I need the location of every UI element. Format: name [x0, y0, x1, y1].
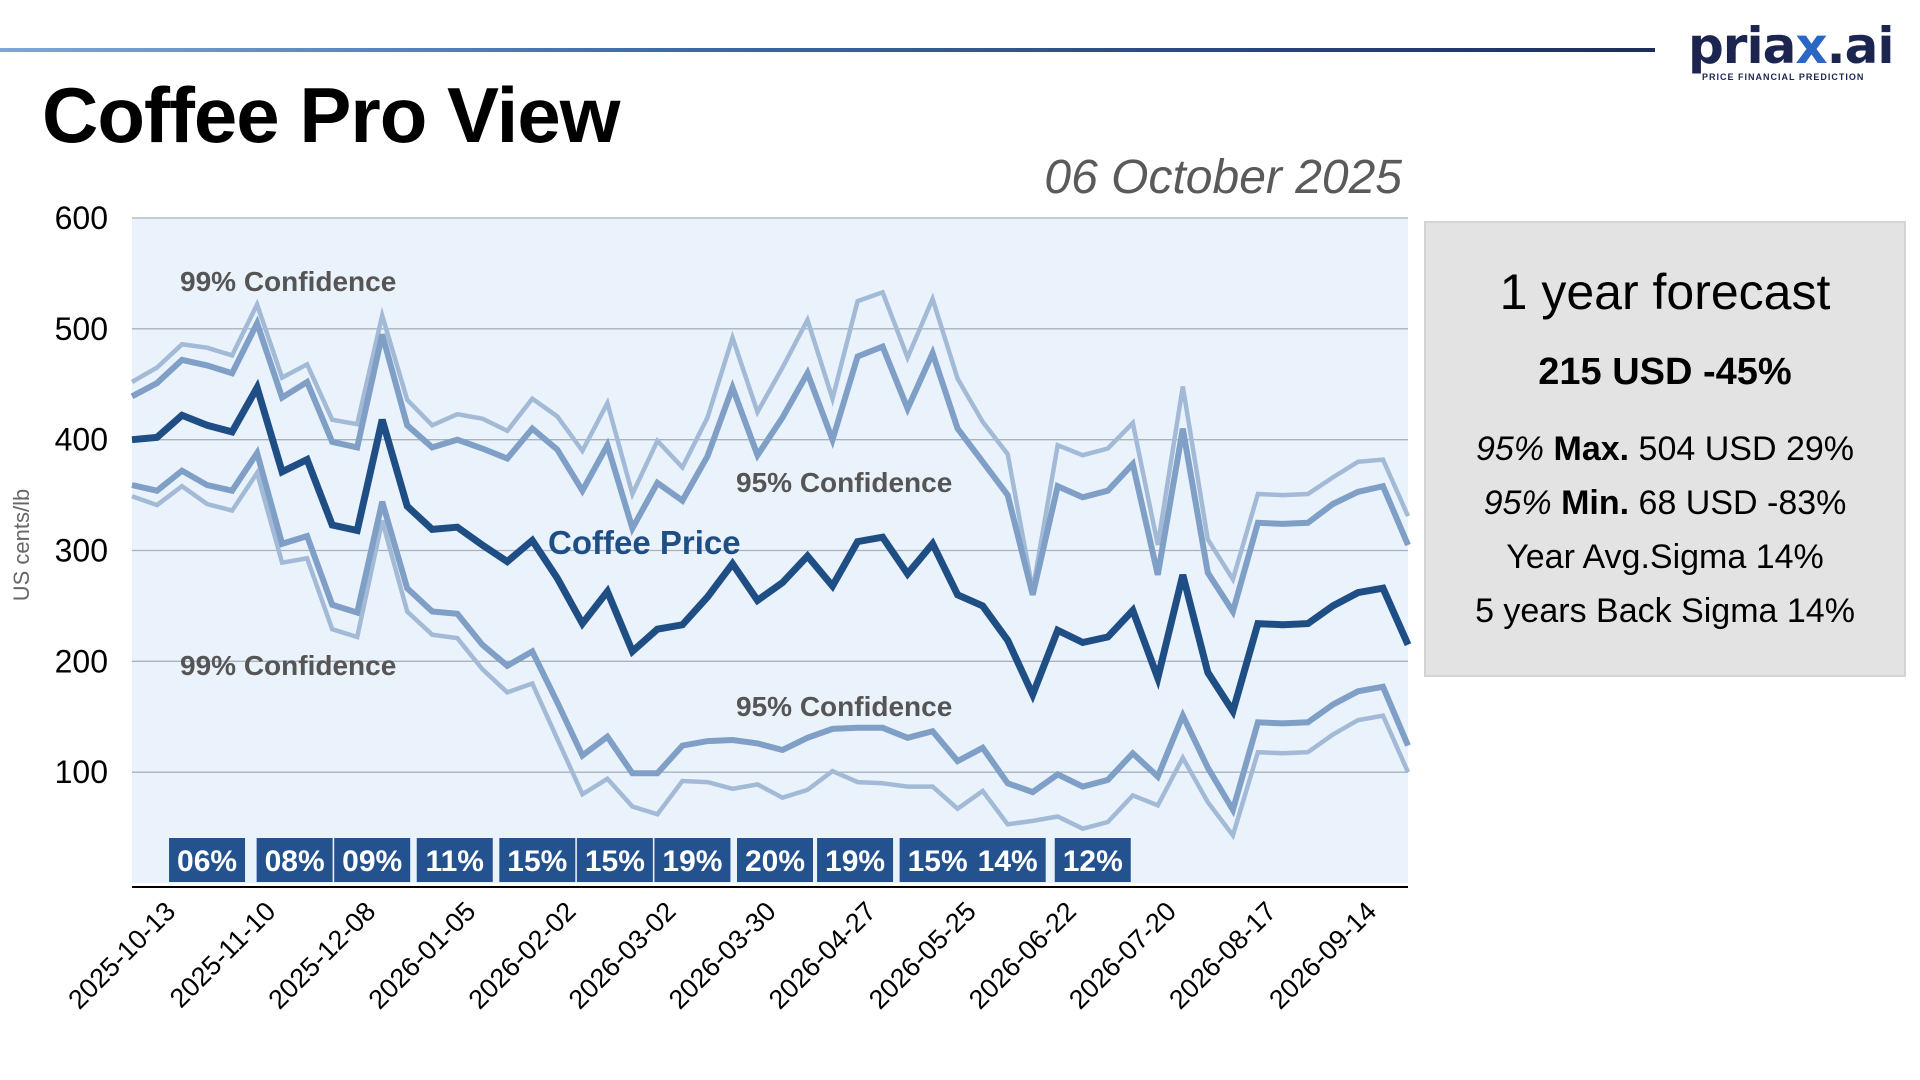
- sigma-badge: [576, 838, 653, 882]
- forecast-headline: 215 USD -45%: [1538, 351, 1792, 393]
- series-line-0: [131, 378, 1412, 720]
- sigma-badge-label: 19%: [662, 845, 722, 878]
- sigma-badge: [334, 838, 411, 882]
- series-line-2: [130, 315, 1411, 619]
- sigma-badge: [499, 838, 576, 882]
- page-title: Coffee Pro View: [42, 71, 620, 159]
- sigma-badge: [969, 838, 1046, 882]
- annotation-label: 95% Confidence: [736, 691, 952, 722]
- forecast-chart: 100 200 300 400 500 600 US cents/lb 99% Confi…: [9, 200, 1412, 1015]
- x-tick-label: 2026-02-02: [463, 896, 582, 1015]
- sigma-badge-label: 19%: [825, 845, 885, 878]
- y-tick-label: 500: [55, 311, 108, 347]
- sigma-badge: [737, 838, 814, 882]
- series-line-3: [131, 445, 1411, 818]
- y-tick-label: 400: [55, 422, 108, 458]
- x-tick-label: 2025-10-13: [62, 896, 181, 1015]
- sigma-badge-label: 06%: [177, 845, 237, 878]
- x-tick-label: 2025-12-08: [263, 896, 382, 1015]
- max-line: 95% Max. 504 USD 29%: [1426, 422, 1904, 476]
- annotations: 99% Confidence 95% Confidence Coffee Price…: [180, 266, 952, 722]
- series-lines: [130, 289, 1412, 841]
- y-tick-label: 600: [55, 200, 108, 236]
- sigma-badge-label: 12%: [1063, 845, 1123, 878]
- sigma-badge-label: 08%: [265, 845, 325, 878]
- max-prefix: 95%: [1475, 430, 1545, 468]
- x-axis-ticks: 2025-10-132025-11-102025-12-082026-01-05…: [62, 896, 1382, 1015]
- annotation-label: 95% Confidence: [736, 467, 952, 498]
- series-line-1: [130, 289, 1411, 591]
- x-tick-label: 2026-03-30: [663, 896, 782, 1015]
- back-sigma: 5 years Back Sigma 14%: [1475, 592, 1855, 630]
- sigma-badge: [1054, 838, 1131, 882]
- sigma-badge: [256, 838, 333, 882]
- logo-wordmark: priax.ai: [1688, 18, 1894, 74]
- forecast-stats: 95% Max. 504 USD 29% 95% Min. 68 USD -83…: [1426, 422, 1904, 638]
- sigma-badge-label: 09%: [342, 845, 402, 878]
- header-divider-line: [0, 48, 1655, 52]
- x-tick-label: 2026-06-22: [963, 896, 1082, 1015]
- sigma-badge-label: 15%: [507, 845, 567, 878]
- forecast-panel: 1 year forecast 215 USD -45% 95% Max. 50…: [1424, 221, 1906, 677]
- min-prefix: 95%: [1483, 484, 1552, 522]
- sigma-badge-label: 14%: [978, 845, 1038, 878]
- x-tick-label: 2026-09-14: [1263, 896, 1382, 1015]
- sigma-badge-label: 11%: [426, 845, 484, 878]
- sigma-badge-label: 15%: [585, 845, 645, 878]
- x-tick-label: 2026-05-25: [863, 896, 982, 1015]
- sigma-badge: [169, 838, 246, 882]
- y-tick-label: 200: [55, 643, 108, 679]
- x-tick-label: 2026-07-20: [1063, 896, 1182, 1015]
- min-line: 95% Min. 68 USD -83%: [1426, 476, 1904, 530]
- sigma-badges: 06% 08% 09% 11% 15% 15% 19% 20% 19% 15% 14% 12%: [169, 838, 1131, 882]
- y-axis-label: US cents/lb: [9, 489, 34, 602]
- sigma-badge: [416, 838, 493, 882]
- annotation-label: 99% Confidence: [180, 266, 396, 297]
- y-axis-ticks: 100 200 300 400 500 600: [55, 200, 108, 790]
- x-tick-label: 2026-01-05: [363, 896, 482, 1015]
- x-tick-label: 2026-08-17: [1163, 896, 1282, 1015]
- max-value: 504 USD 29%: [1638, 430, 1855, 468]
- logo-tagline: PRICE FINANCIAL PREDICTION: [1702, 72, 1865, 82]
- annotation-label: Coffee Price: [548, 524, 741, 561]
- forecast-panel-title: 1 year forecast: [1499, 264, 1831, 320]
- sigma-badge-label: 15%: [908, 845, 968, 878]
- sigma-badge-label: 20%: [745, 845, 805, 878]
- x-tick-label: 2026-03-02: [563, 896, 682, 1015]
- priax-logo: priax.ai PRICE FINANCIAL PREDICTION: [1688, 18, 1894, 88]
- max-label: Max.: [1553, 430, 1630, 468]
- sigma-badge: [654, 838, 731, 882]
- sigma-badge: [817, 838, 894, 882]
- series-line-4: [131, 467, 1411, 841]
- avg-sigma: Year Avg.Sigma 14%: [1506, 538, 1824, 576]
- y-tick-label: 300: [55, 533, 108, 569]
- logo-text-main: priax.ai: [1688, 17, 1894, 75]
- report-date: 06 October 2025: [1044, 151, 1402, 204]
- y-tick-label: 100: [55, 754, 108, 790]
- annotation-label: 99% Confidence: [180, 650, 396, 681]
- sigma-badge: [899, 838, 976, 882]
- x-tick-label: 2026-04-27: [763, 896, 882, 1015]
- min-label: Min.: [1561, 484, 1630, 522]
- min-value: 68 USD -83%: [1638, 484, 1847, 522]
- logo-accent-x: x: [1795, 17, 1827, 75]
